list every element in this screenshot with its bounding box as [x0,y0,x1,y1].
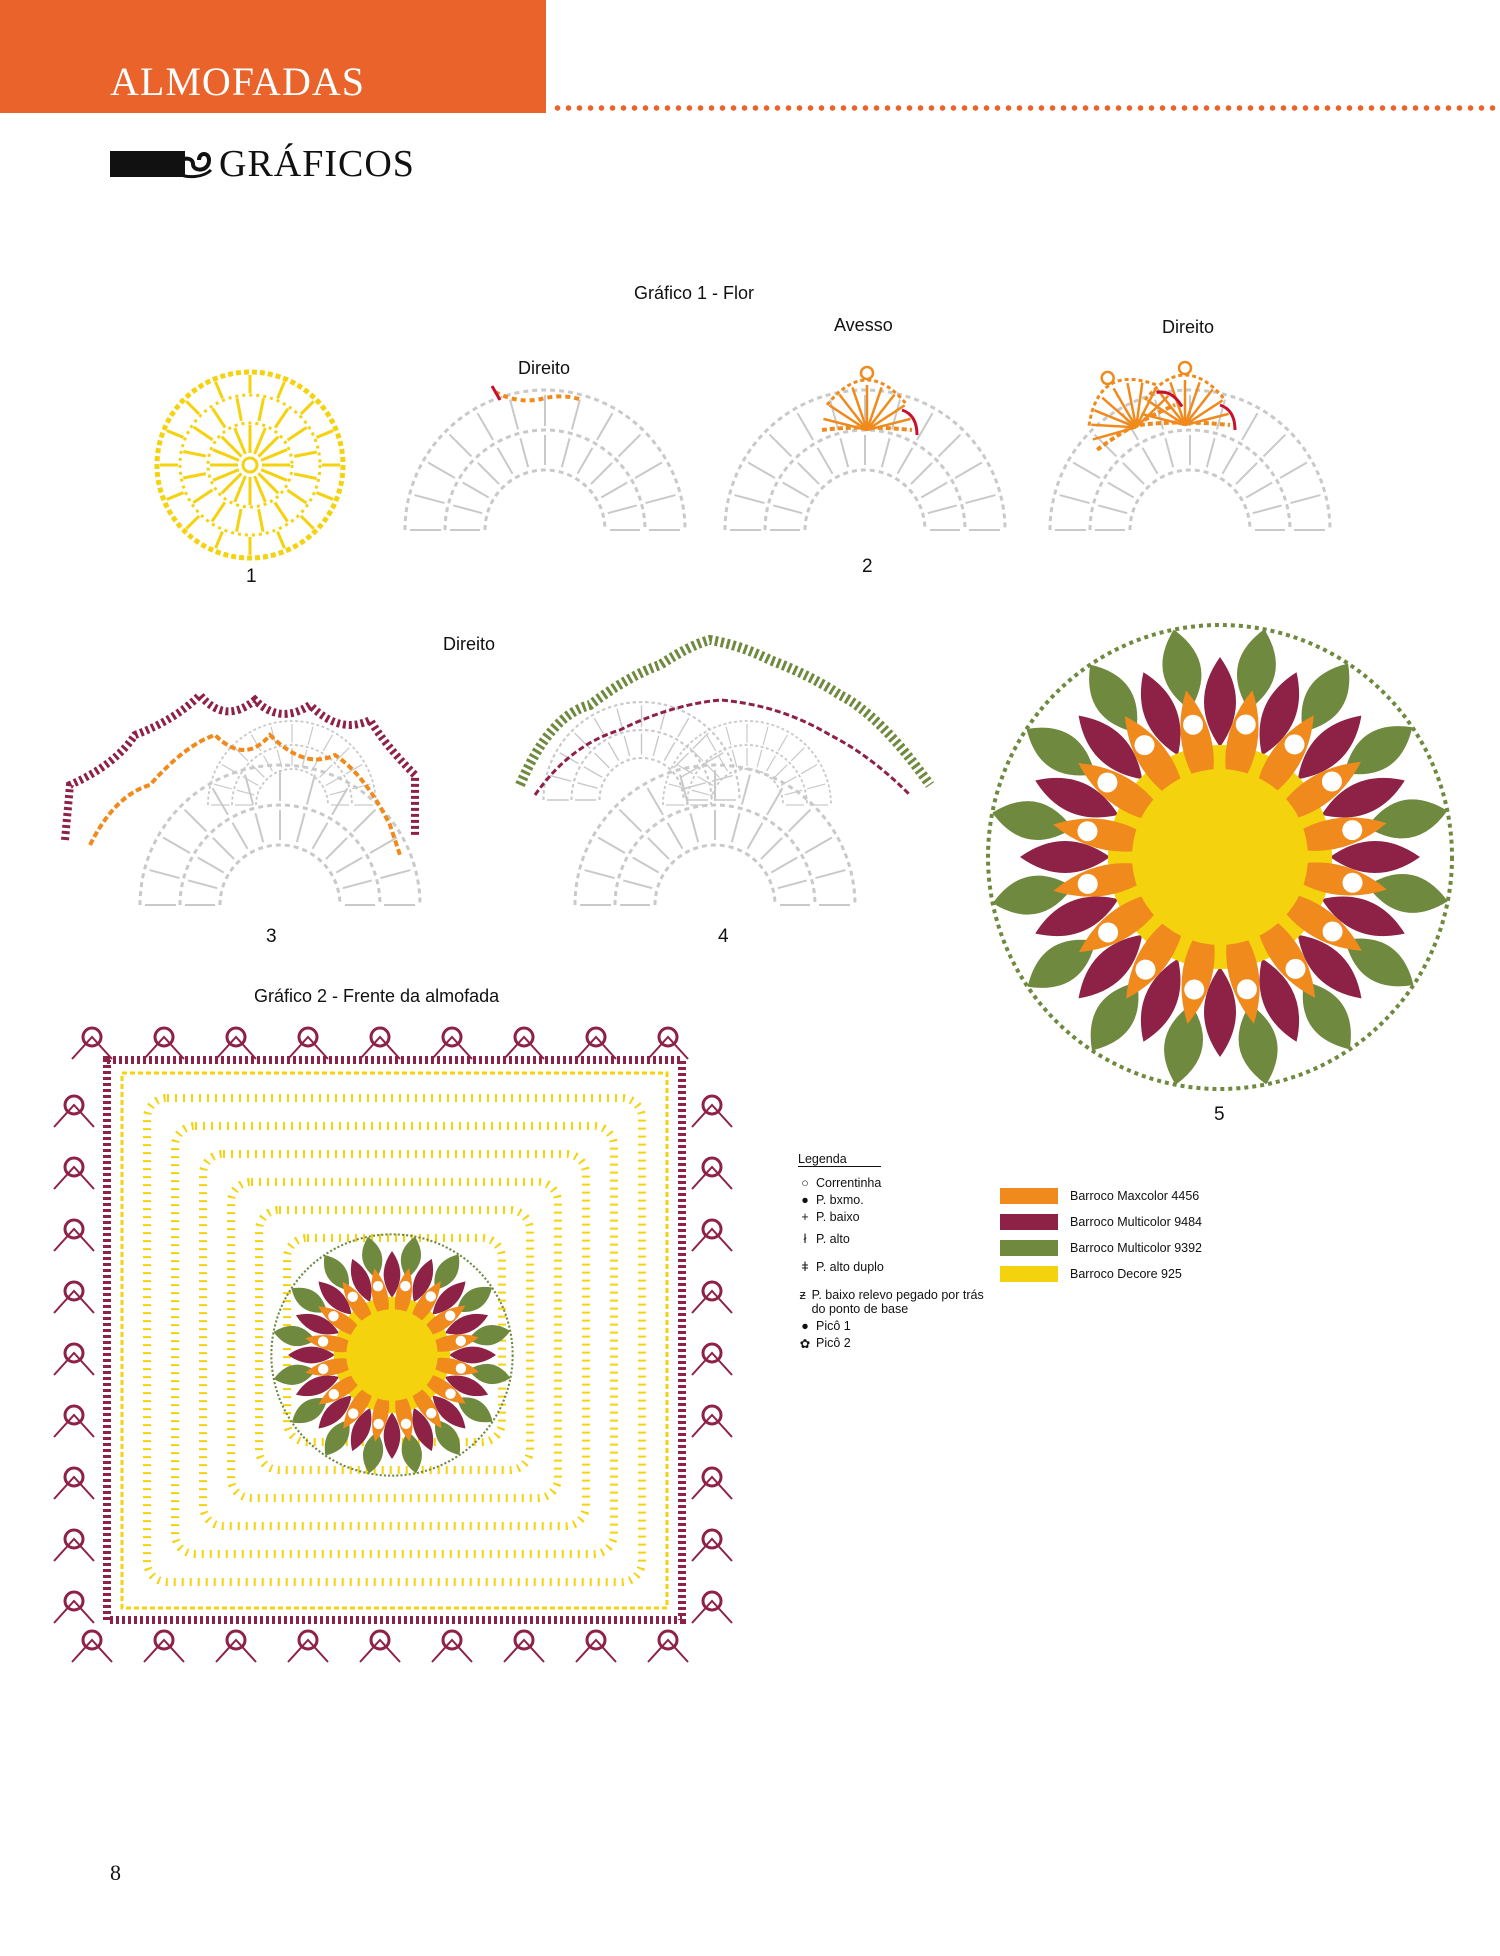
legend-item: ✿ Picô 2 [799,1336,851,1351]
diagram-step-2b [723,365,1007,531]
diagram-step-3 [61,689,422,906]
yarn-row: Barroco Multicolor 9484 [1000,1209,1202,1235]
legend-item: ○ Correntinha [798,1176,998,1190]
page-heading-text: GRÁFICOS [219,143,415,185]
ornament-icon [175,152,213,179]
legend-item: ● P. bxmo. [798,1193,998,1207]
legend-item: ł P. alto [798,1232,998,1246]
chart2-title: Gráfico 2 - Frente da almofada [254,986,500,1006]
legend-item: ǂ P. alto duplo [798,1260,998,1274]
legend: Legenda ○ Correntinha ● P. bxmo. + P. baixo… [798,1150,998,1354]
chain-icon: ○ [801,1176,809,1190]
heading-bar [110,151,185,177]
color-swatch [1000,1214,1058,1230]
label-avesso: Avesso [834,315,893,335]
step-number-1: 1 [246,566,257,587]
color-swatch [1000,1240,1058,1256]
slip-stitch-icon: ● [801,1193,809,1207]
diagram-chart-2-cushion [53,1026,733,1663]
picot-2-icon: ✿ [799,1337,811,1351]
yarn-row: Barroco Maxcolor 4456 [1000,1183,1202,1209]
yarn-row: Barroco Multicolor 9392 [1000,1235,1202,1261]
label-direito-2: Direito [1162,317,1215,337]
page-heading: GRÁFICOS [110,142,415,186]
label-direito-1: Direito [518,358,571,378]
diagram-step-2a [403,385,687,531]
section-title: ALMOFADAS [110,59,365,104]
color-swatch [1000,1188,1058,1204]
page-number: 8 [110,1860,121,1885]
legend-item: ƶ P. baixo relevo pegado por trás do pont… [799,1288,984,1316]
step-number-2: 2 [862,556,873,577]
legend-title: Legenda [798,1152,881,1167]
yarn-color-list: Barroco Maxcolor 4456 Barroco Multicolor… [1000,1183,1202,1287]
back-post-icon: ƶ [799,1288,806,1302]
double-crochet-icon: ł [803,1232,807,1246]
chart1-title: Gráfico 1 - Flor [634,283,755,303]
diagram-step-5-flower [986,623,1454,1091]
legend-item: ● Picô 1 [798,1319,998,1333]
legend-item: + P. baixo [798,1210,998,1224]
single-crochet-icon: + [801,1210,809,1224]
label-direito-3: Direito [443,634,496,654]
diagram-step-2c [1048,360,1332,531]
treble-crochet-icon: ǂ [801,1260,809,1274]
step-number-5: 5 [1214,1104,1225,1125]
section-header-bar: ALMOFADAS [0,0,546,113]
yarn-row: Barroco Decore 925 [1000,1261,1202,1287]
color-swatch [1000,1266,1058,1282]
dotted-rule [552,105,1500,111]
step-number-4: 4 [718,926,729,947]
step-number-3: 3 [266,926,277,947]
diagram-step-1 [154,369,346,561]
picot-1-icon: ● [801,1319,809,1333]
diagram-step-4 [515,634,935,906]
